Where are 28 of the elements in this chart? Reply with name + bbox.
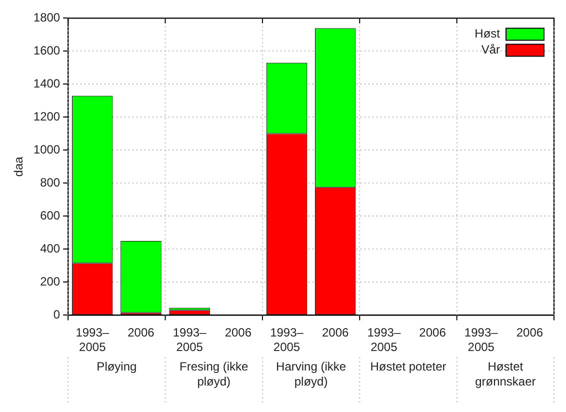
text: Fresing (ikke pløyd) (180, 360, 249, 389)
x-tick-label: 2006 (322, 326, 350, 340)
y-tick-label: 0 (53, 308, 60, 322)
text: Høstet poteter (370, 360, 446, 374)
x-tick-label: 2006 (516, 326, 544, 340)
x-tick-label: 2006 (128, 326, 155, 340)
x-tick-label: 1993– 2005 (76, 326, 110, 354)
y-tick-label: 1000 (33, 142, 60, 157)
y-tick-label: 1600 (33, 44, 60, 58)
text: Høstet grønnskaer (475, 360, 536, 389)
x-tick-label: 2006 (419, 326, 446, 340)
y-tick-label: 400 (40, 242, 60, 256)
text: Pløying (96, 360, 137, 374)
legend-label: Vår (481, 42, 500, 57)
y-tick-label: 800 (40, 176, 60, 190)
y-tick-label: 1400 (33, 76, 60, 91)
legend-label: Høst (474, 26, 501, 41)
x-tick-label: 1993– 2005 (270, 326, 304, 354)
y-tick-label: 1200 (33, 110, 60, 124)
x-tick-label: 1993– 2005 (172, 326, 207, 354)
text: Harving (ikke pløyd) (276, 360, 346, 389)
y-tick-label: 1800 (33, 10, 60, 25)
y-axis-title: daa (12, 156, 26, 177)
x-tick-label: 2006 (224, 326, 252, 340)
y-tick-label: 200 (40, 274, 60, 289)
x-tick-label: 1993– 2005 (367, 326, 401, 354)
y-tick-label: 600 (40, 208, 60, 223)
x-tick-label: 1993– 2005 (464, 326, 498, 354)
